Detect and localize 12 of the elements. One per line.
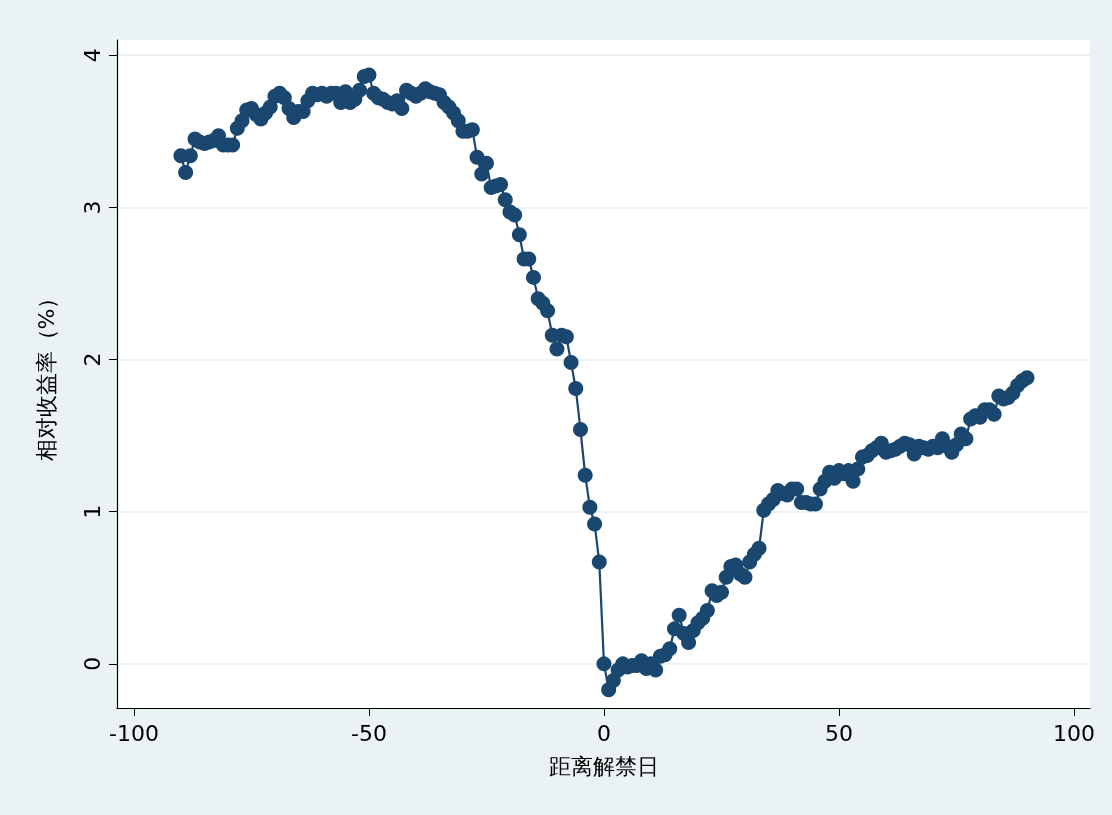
x-tick-label: 50 — [824, 720, 853, 746]
x-tick-label: 0 — [596, 720, 611, 746]
x-tick-label: -100 — [108, 720, 159, 746]
x-tick-label: -50 — [350, 720, 387, 746]
y-tick-label: 2 — [79, 352, 105, 367]
y-tick-label: 3 — [79, 200, 105, 215]
y-tick-label: 0 — [79, 656, 105, 671]
y-axis-title: 相对收益率（%） — [33, 286, 59, 462]
x-axis-title: 距离解禁日 — [548, 753, 659, 779]
x-tick-label: 100 — [1053, 720, 1096, 746]
y-tick-label: 4 — [79, 48, 105, 63]
y-tick-label: 1 — [79, 504, 105, 519]
